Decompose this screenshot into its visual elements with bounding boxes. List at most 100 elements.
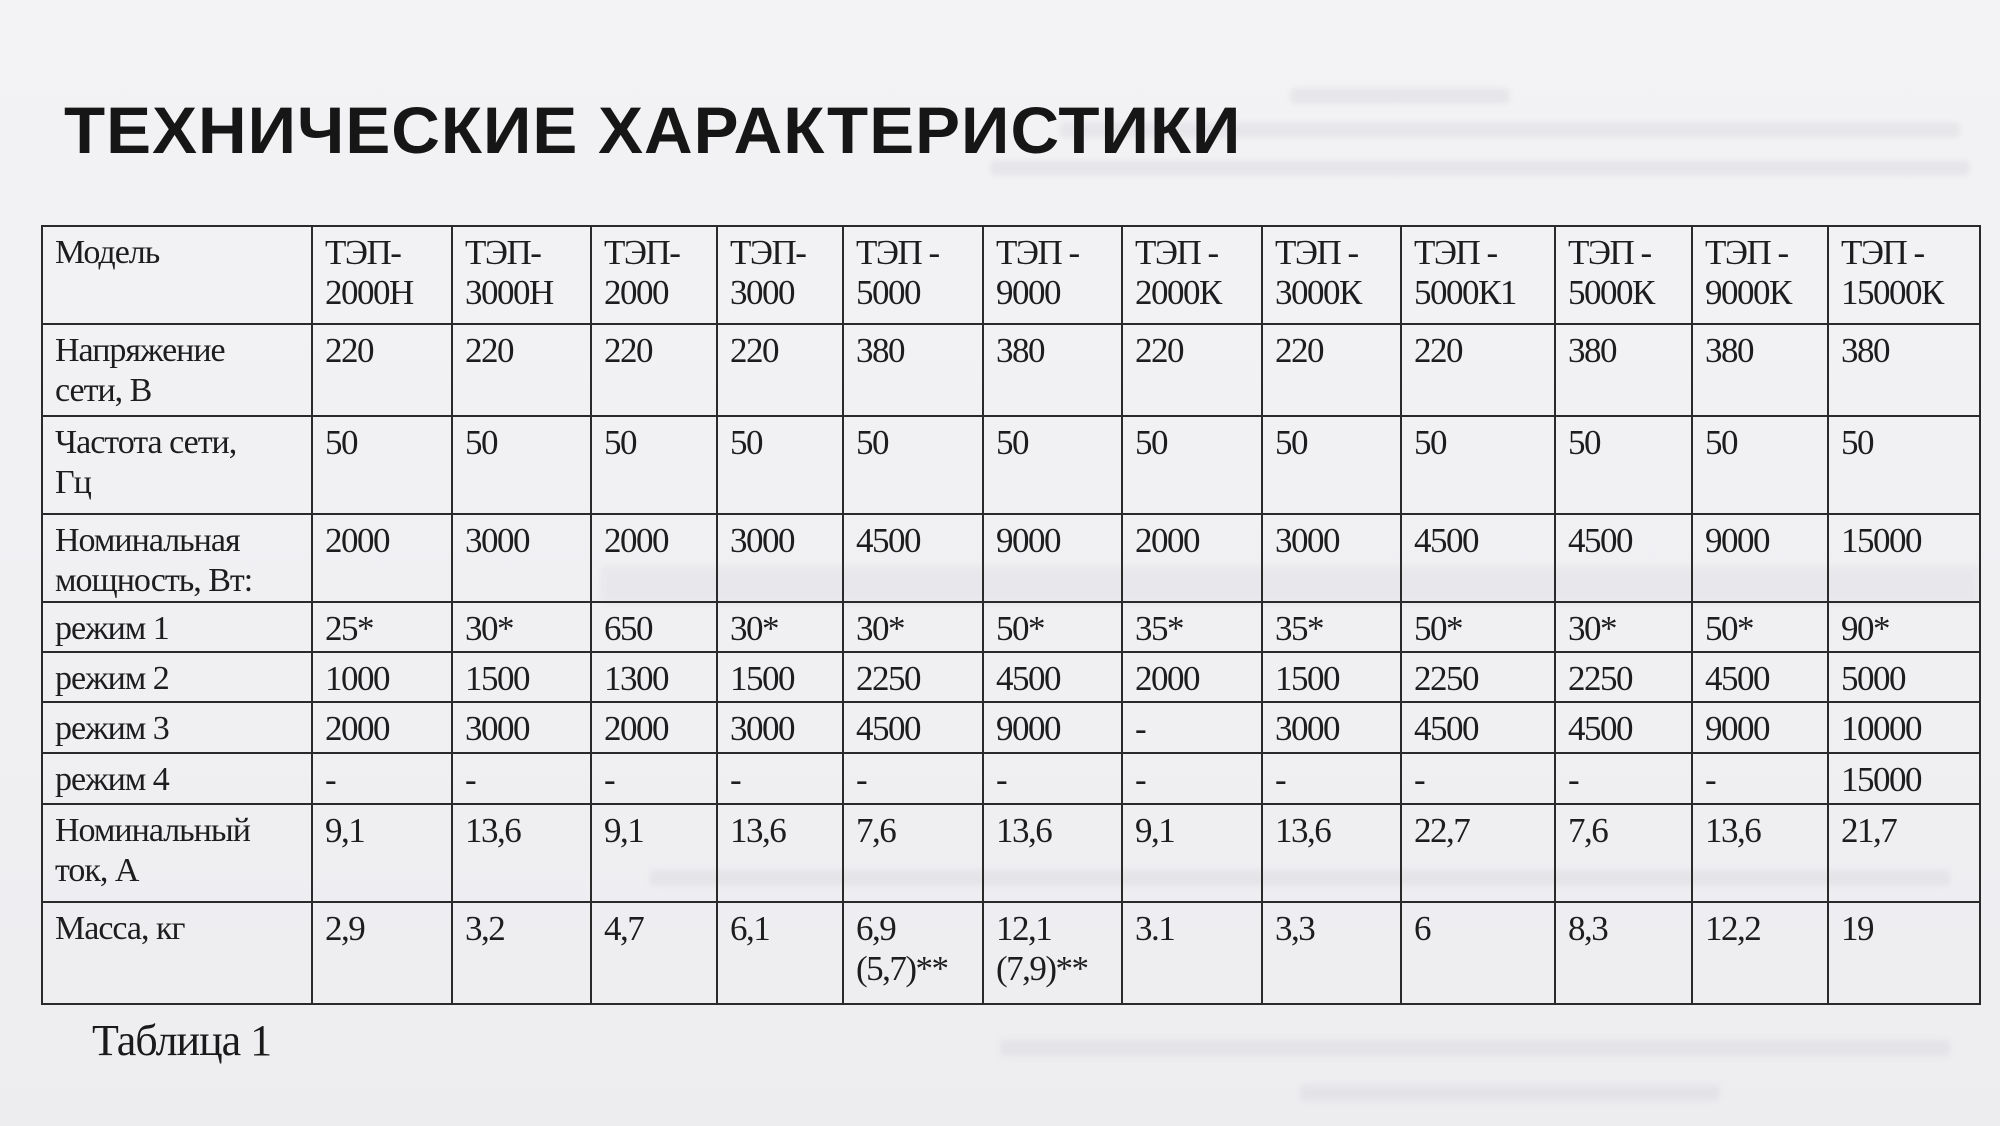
table-row: Частота сети, Гц 50 50 50 50 50 50 50 50 50 50 50 50 — [41, 415, 1981, 515]
table-cell: 4500 — [842, 513, 984, 603]
header-row: Модель ТЭП- 2000Н ТЭП- 3000Н ТЭП- 2000 ТЭП- … — [41, 225, 1981, 325]
table-cell: 2000 — [311, 701, 453, 754]
model-header: ТЭП - 15000К — [1827, 225, 1981, 325]
row-label: Номинальный ток, А — [41, 803, 313, 903]
table-cell: 12,1 (7,9)** — [982, 901, 1123, 1005]
table-cell: 1300 — [590, 651, 718, 703]
table-cell: 220 — [716, 323, 844, 417]
row-label: режим 3 — [41, 701, 313, 754]
table-cell: 50 — [1691, 415, 1829, 515]
table-cell: 380 — [842, 323, 984, 417]
table-cell: 3,2 — [451, 901, 592, 1005]
table-cell: 2000 — [590, 701, 718, 754]
table-cell: - — [716, 752, 844, 805]
table-cell: 220 — [311, 323, 453, 417]
model-header: ТЭП- 3000 — [716, 225, 844, 325]
table-cell: 35* — [1261, 601, 1402, 653]
model-header: ТЭП- 3000Н — [451, 225, 592, 325]
row-label: Напряжение сети, В — [41, 323, 313, 417]
table-cell: 6,1 — [716, 901, 844, 1005]
table-cell: 1500 — [1261, 651, 1402, 703]
table-cell: 21,7 — [1827, 803, 1981, 903]
table-cell: 1500 — [451, 651, 592, 703]
table-row: режим 3 2000 3000 2000 3000 4500 9000-3000 4500… — [41, 701, 1981, 754]
model-header: ТЭП - 5000К — [1554, 225, 1693, 325]
table-cell: 35* — [1121, 601, 1263, 653]
table-cell: 9000 — [1691, 701, 1829, 754]
table-cell: 3000 — [1261, 513, 1402, 603]
table-cell: 2250 — [1554, 651, 1693, 703]
table-cell: 220 — [1261, 323, 1402, 417]
table-cell: 8,3 — [1554, 901, 1693, 1005]
row-label: режим 2 — [41, 651, 313, 703]
table-cell: 2000 — [1121, 513, 1263, 603]
table-row: режим 2 1000 1500 1300 1500 2250 4500 2000 1500 2… — [41, 651, 1981, 703]
row-label: Номинальная мощность, Вт: — [41, 513, 313, 603]
header-label-model: Модель — [41, 225, 313, 325]
model-header: ТЭП- 2000Н — [311, 225, 453, 325]
table-cell: 3000 — [1261, 701, 1402, 754]
table-cell: 220 — [1400, 323, 1556, 417]
table-cell: 9,1 — [1121, 803, 1263, 903]
table-cell: 4500 — [1554, 513, 1693, 603]
table-cell: 50 — [590, 415, 718, 515]
table-cell: 1000 — [311, 651, 453, 703]
table-row: Номинальная мощность, Вт: 2000 3000 2000 300… — [41, 513, 1981, 603]
table-cell: 380 — [1691, 323, 1829, 417]
model-header: ТЭП - 9000 — [982, 225, 1123, 325]
table-cell: 6,9 (5,7)** — [842, 901, 984, 1005]
model-header: ТЭП - 5000К1 — [1400, 225, 1556, 325]
table-cell: 3000 — [451, 513, 592, 603]
table-cell: 13,6 — [716, 803, 844, 903]
table-cell: 50 — [842, 415, 984, 515]
table-cell: 3.1 — [1121, 901, 1263, 1005]
table-cell: 13,6 — [1691, 803, 1829, 903]
table-cell: 50* — [1400, 601, 1556, 653]
table-cell: 7,6 — [842, 803, 984, 903]
table-cell: - — [451, 752, 592, 805]
table-cell: 90* — [1827, 601, 1981, 653]
table-caption: Таблица 1 — [92, 1016, 272, 1065]
table-row: Масса, кг 2,9 3,2 4,7 6,1 6,9 (5,7)** 12,1 (7,… — [41, 901, 1981, 1005]
table-cell: 4500 — [1554, 701, 1693, 754]
table-cell: 4500 — [982, 651, 1123, 703]
table-cell: 50 — [311, 415, 453, 515]
table-cell: 220 — [1121, 323, 1263, 417]
table-cell: 10000 — [1827, 701, 1981, 754]
table-cell: 9000 — [982, 513, 1123, 603]
table-cell: 50* — [982, 601, 1123, 653]
table-cell: - — [982, 752, 1123, 805]
table-cell: 50 — [1400, 415, 1556, 515]
table-cell: 30* — [1554, 601, 1693, 653]
table-cell: 9,1 — [590, 803, 718, 903]
table-cell: 2250 — [842, 651, 984, 703]
table-cell: 25* — [311, 601, 453, 653]
table-cell: 5000 — [1827, 651, 1981, 703]
table-cell: - — [842, 752, 984, 805]
specifications-table: Модель ТЭП- 2000Н ТЭП- 3000Н ТЭП- 2000 ТЭП- … — [41, 225, 1981, 1005]
table-cell: 13,6 — [1261, 803, 1402, 903]
model-header: ТЭП - 3000К — [1261, 225, 1402, 325]
model-header: ТЭП- 2000 — [590, 225, 718, 325]
table-cell: - — [1400, 752, 1556, 805]
table-cell: 2000 — [1121, 651, 1263, 703]
table-cell: 7,6 — [1554, 803, 1693, 903]
row-label: Частота сети, Гц — [41, 415, 313, 515]
table-cell: - — [1121, 701, 1263, 754]
table-cell: 4500 — [1400, 513, 1556, 603]
table-cell: 13,6 — [451, 803, 592, 903]
table-cell: 50 — [982, 415, 1123, 515]
row-label: режим 1 — [41, 601, 313, 653]
table-cell: 15000 — [1827, 513, 1981, 603]
table-cell: 15000 — [1827, 752, 1981, 805]
table-cell: 50 — [1261, 415, 1402, 515]
table-cell: 220 — [451, 323, 592, 417]
table-cell: 13,6 — [982, 803, 1123, 903]
table-cell: 3000 — [716, 513, 844, 603]
row-label: режим 4 — [41, 752, 313, 805]
table-cell: 50 — [1827, 415, 1981, 515]
table-cell: 2000 — [311, 513, 453, 603]
page-title: ТЕХНИЧЕСКИЕ ХАРАКТЕРИСТИКИ — [64, 93, 1242, 167]
table-cell: 50* — [1691, 601, 1829, 653]
table-cell: 30* — [451, 601, 592, 653]
